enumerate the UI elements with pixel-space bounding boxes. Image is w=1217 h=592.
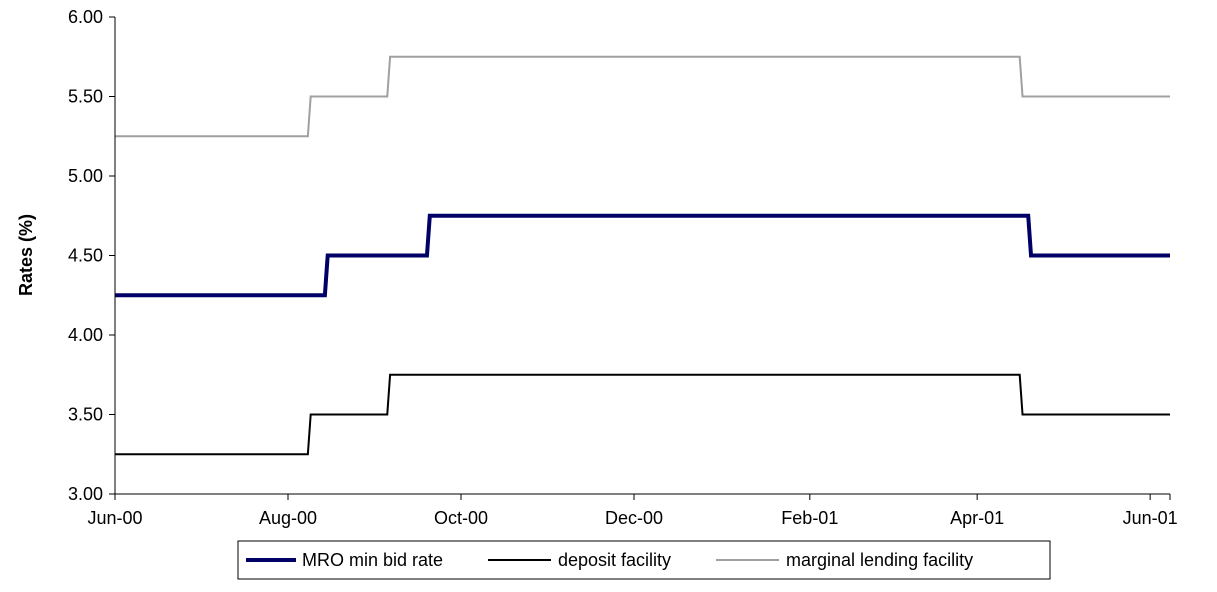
x-tick-label: Oct-00 [434, 508, 488, 528]
x-tick-label: Feb-01 [781, 508, 838, 528]
series-line-marginal-lending-facility [115, 55, 1170, 138]
y-axis: 3.00 3.50 4.00 4.50 5.00 5.50 6.00 [68, 7, 116, 504]
x-tick-label: Aug-00 [259, 508, 317, 528]
plot-area [115, 55, 1170, 456]
y-axis-title: Rates (%) [16, 214, 36, 296]
legend-label: deposit facility [558, 550, 671, 570]
y-tick-label: 3.50 [68, 405, 103, 425]
series-line-deposit-facility [115, 373, 1170, 456]
series-line-mro-min-bid-rate [115, 213, 1170, 298]
legend: MRO min bid rate deposit facility marginal… [237, 540, 1051, 580]
x-axis: Jun-00 Aug-00 Oct-00 Dec-00 Feb-01 Apr-01 Jun-… [87, 493, 1178, 528]
x-tick-label: Jun-00 [87, 508, 142, 528]
x-tick-label: Dec-00 [605, 508, 663, 528]
y-tick-label: 4.50 [68, 246, 103, 266]
y-tick-label: 5.00 [68, 166, 103, 186]
x-tick-label: Apr-01 [950, 508, 1004, 528]
legend-box [237, 540, 1051, 580]
y-tick-label: 4.00 [68, 325, 103, 345]
legend-label: MRO min bid rate [302, 550, 443, 570]
y-tick-label: 5.50 [68, 87, 103, 107]
legend-label: marginal lending facility [786, 550, 973, 570]
y-tick-label: 6.00 [68, 7, 103, 27]
y-tick-label: 3.00 [68, 484, 103, 504]
x-tick-label: Jun-01 [1123, 508, 1178, 528]
